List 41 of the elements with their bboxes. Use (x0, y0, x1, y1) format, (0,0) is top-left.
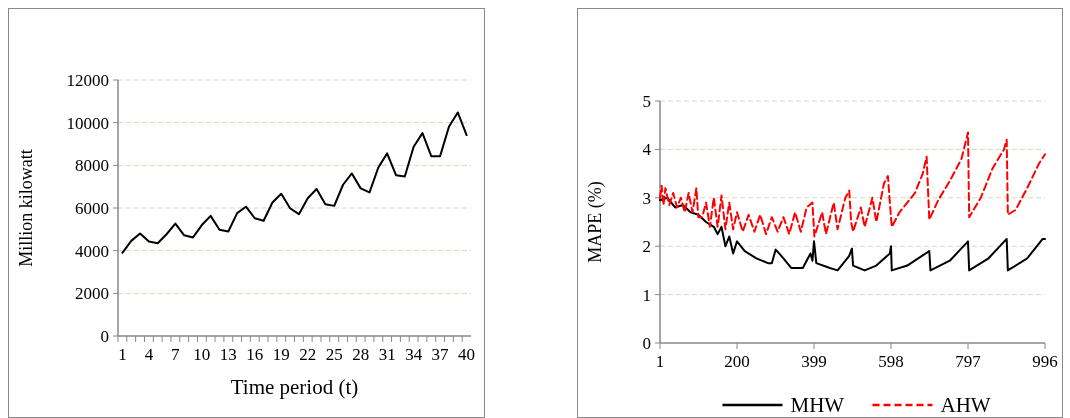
x-tick-label: 13 (219, 345, 237, 364)
x-tick-label: 34 (405, 345, 423, 364)
x-tick-label: 598 (878, 352, 904, 371)
x-tick-label: 40 (458, 345, 476, 364)
line-series (659, 196, 1046, 272)
y-tick-label: 12000 (66, 70, 109, 90)
line-series (659, 131, 1046, 238)
y-tick-label: 5 (642, 91, 651, 111)
x-tick-label: 7 (171, 345, 181, 364)
y-tick-label: 0 (100, 326, 109, 346)
line-series (121, 111, 468, 254)
x-tick-label: 31 (378, 345, 396, 364)
y-tick-label: 1 (642, 285, 651, 305)
legend-label: AHW (940, 393, 991, 418)
y-tick-label: 8000 (75, 156, 109, 176)
y-tick-label: 2000 (75, 284, 109, 304)
x-tick-label: 1 (655, 352, 665, 371)
y-axis-title: Million kilowatt (16, 149, 36, 267)
x-tick-label: 16 (246, 345, 264, 364)
legend-label: MHW (790, 393, 845, 418)
x-tick-label: 19 (272, 345, 290, 364)
x-tick-label: 996 (1032, 352, 1058, 371)
x-axis-title: Time period (t) (230, 375, 359, 399)
x-tick-label: 4 (144, 345, 154, 364)
x-tick-label: 399 (801, 352, 827, 371)
y-tick-label: 2 (642, 237, 651, 257)
x-tick-label: 200 (724, 352, 750, 371)
y-tick-label: 10000 (66, 113, 109, 133)
y-tick-label: 3 (642, 188, 651, 208)
x-tick-label: 797 (955, 352, 982, 371)
y-tick-label: 4 (642, 140, 652, 160)
x-tick-label: 37 (431, 345, 450, 364)
x-tick-label: 10 (193, 345, 211, 364)
y-tick-label: 6000 (75, 198, 109, 218)
y-tick-label: 4000 (75, 241, 109, 261)
x-tick-label: 28 (352, 345, 370, 364)
x-tick-label: 1 (118, 345, 127, 364)
y-tick-label: 0 (642, 333, 651, 353)
x-tick-label: 25 (325, 345, 343, 364)
y-axis-title: MAPE (%) (585, 181, 606, 263)
x-tick-label: 22 (299, 345, 317, 364)
